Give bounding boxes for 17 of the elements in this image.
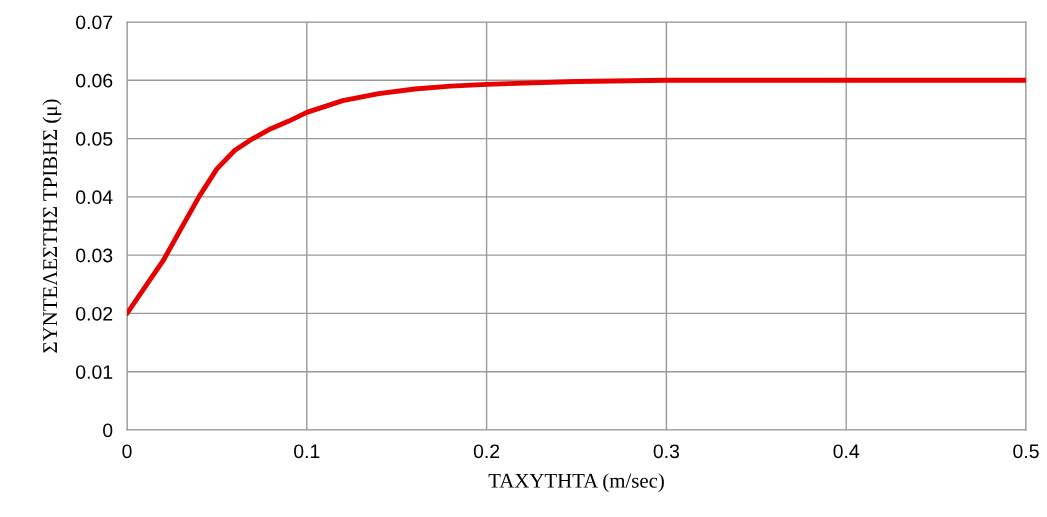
y-tick-label: 0.03 (76, 248, 113, 263)
y-tick-label: 0.01 (76, 365, 113, 379)
y-tick-label: 0.07 (76, 15, 113, 30)
x-tick-label: 0.1 (294, 444, 320, 459)
x-axis-title: ΤΑΧΥΤΗΤΑ (m/sec) (488, 473, 664, 493)
x-tick-label: 0.4 (833, 444, 860, 459)
x-tick-label: 0 (122, 444, 132, 459)
y-tick-label: 0.06 (76, 73, 113, 88)
y-axis-title: ΣΥΝΤΕΛΕΣΤΗΣ ΤΡΙΒΗΣ (μ) (42, 99, 62, 353)
x-tick-label: 0.2 (473, 444, 500, 459)
y-tick-label: 0 (103, 423, 113, 438)
x-tick-label: 0.5 (1013, 444, 1039, 459)
line-series (127, 77, 1026, 316)
y-tick-label: 0.04 (76, 190, 113, 205)
x-tick-label: 0.3 (653, 444, 680, 459)
y-tick-label: 0.05 (76, 132, 113, 146)
y-tick-label: 0.02 (76, 306, 113, 321)
